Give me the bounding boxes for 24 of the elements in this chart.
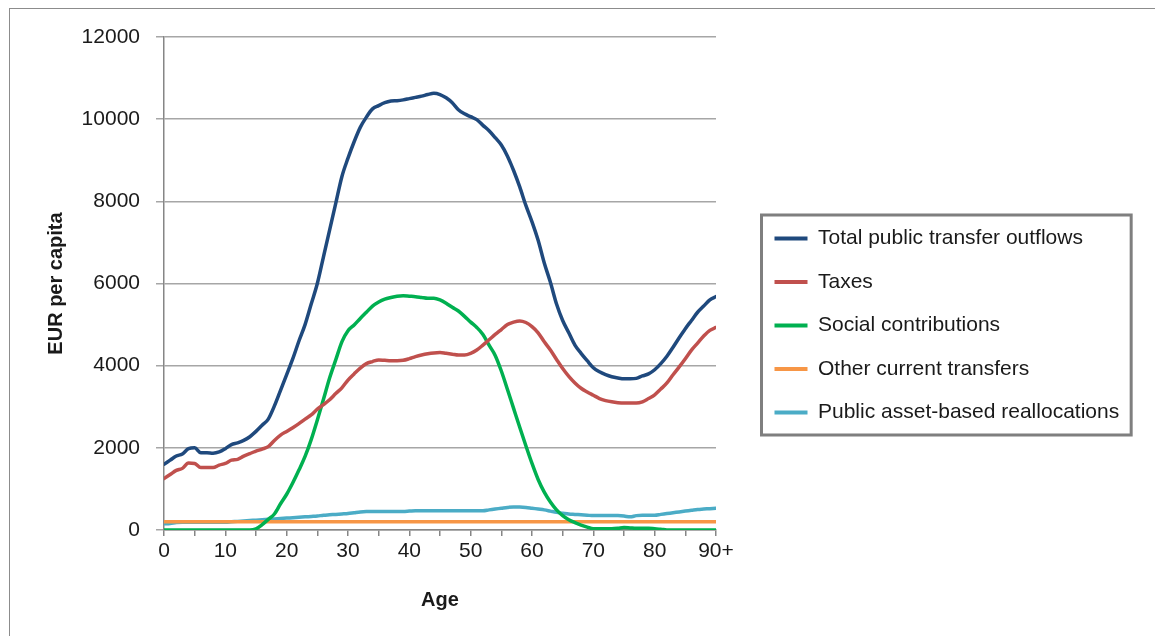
legend-label: Taxes xyxy=(818,268,873,292)
x-tick-label: 30 xyxy=(336,538,360,562)
y-tick-label: 0 xyxy=(128,516,140,540)
y-tick-label: 4000 xyxy=(93,352,140,376)
legend-label: Public asset-based reallocations xyxy=(818,399,1120,423)
x-tick-label: 0 xyxy=(158,538,170,562)
y-tick-label: 6000 xyxy=(93,270,140,294)
y-tick-label: 10000 xyxy=(81,105,140,129)
legend-label: Social contributions xyxy=(818,312,1001,336)
y-tick-label: 8000 xyxy=(93,188,140,212)
x-tick-label: 40 xyxy=(397,538,422,562)
y-axis-title: EUR per capita xyxy=(43,211,66,355)
legend-label: Other current transfers xyxy=(818,355,1030,379)
x-tick-label: 50 xyxy=(458,538,483,562)
x-tick-label: 20 xyxy=(274,538,299,562)
y-tick-label: 12000 xyxy=(81,23,140,47)
x-tick-label: 70 xyxy=(581,538,606,562)
x-tick-label: 60 xyxy=(520,538,544,562)
x-tick-label: 10 xyxy=(213,538,238,562)
x-axis-title: Age xyxy=(421,587,459,610)
y-tick-label: 2000 xyxy=(93,434,140,458)
x-tick-label: 90+ xyxy=(698,538,734,562)
x-tick-label: 80 xyxy=(642,538,667,562)
legend-label: Total public transfer outflows xyxy=(818,225,1083,249)
